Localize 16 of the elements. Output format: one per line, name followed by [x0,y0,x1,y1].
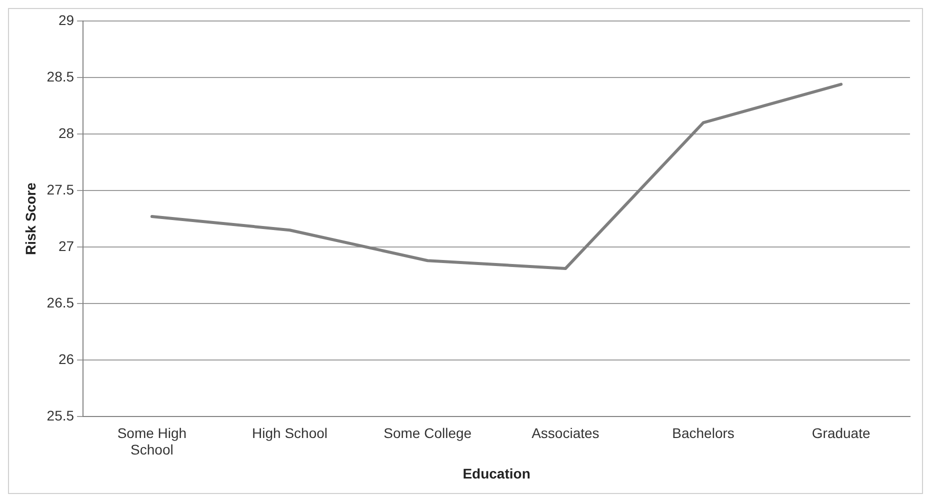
y-tick-label: 25.5 [46,407,74,424]
y-tick-label: 28.5 [46,68,74,84]
x-tick-label: Some High School [117,424,187,458]
y-tick-label: 29 [58,12,74,28]
y-tick-label: 26 [58,350,74,367]
x-tick-label: Some College [384,424,472,441]
y-tick-label: 27 [58,238,74,254]
y-tick-label: 27.5 [46,181,74,198]
x-tick-label: Associates [532,424,600,441]
y-tick-label: 26.5 [46,294,74,310]
x-tick-label: Bachelors [672,424,734,441]
x-tick-label: High School [252,424,328,441]
y-axis-title: Risk Score [22,182,38,255]
x-axis-title: Education [462,465,530,482]
y-tick-label: 28 [58,124,74,141]
x-tick-label: Graduate [812,424,870,441]
